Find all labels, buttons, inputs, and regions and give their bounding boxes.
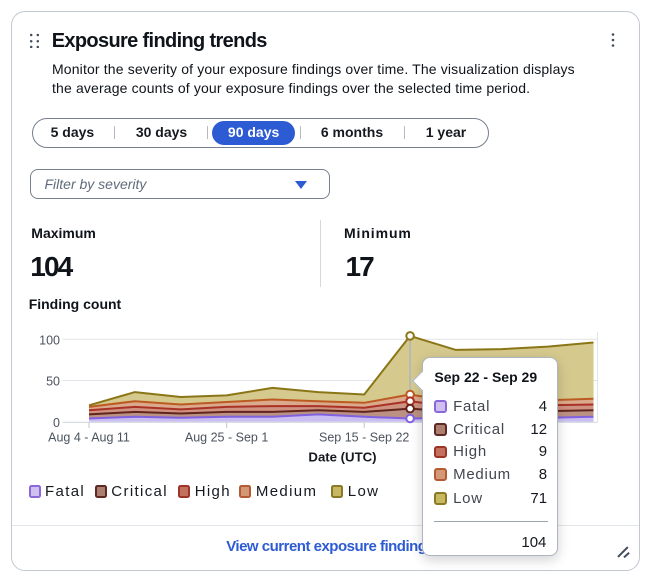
- svg-text:50: 50: [46, 375, 60, 389]
- svg-text:Date (UTC): Date (UTC): [308, 450, 376, 465]
- svg-text:Aug 25 - Sep 1: Aug 25 - Sep 1: [184, 431, 267, 445]
- svg-text:100: 100: [39, 333, 60, 347]
- svg-text:Sep 15 - Sep 22: Sep 15 - Sep 22: [319, 431, 409, 445]
- svg-text:Aug 4 - Aug 11: Aug 4 - Aug 11: [48, 431, 130, 445]
- svg-text:0: 0: [53, 416, 60, 430]
